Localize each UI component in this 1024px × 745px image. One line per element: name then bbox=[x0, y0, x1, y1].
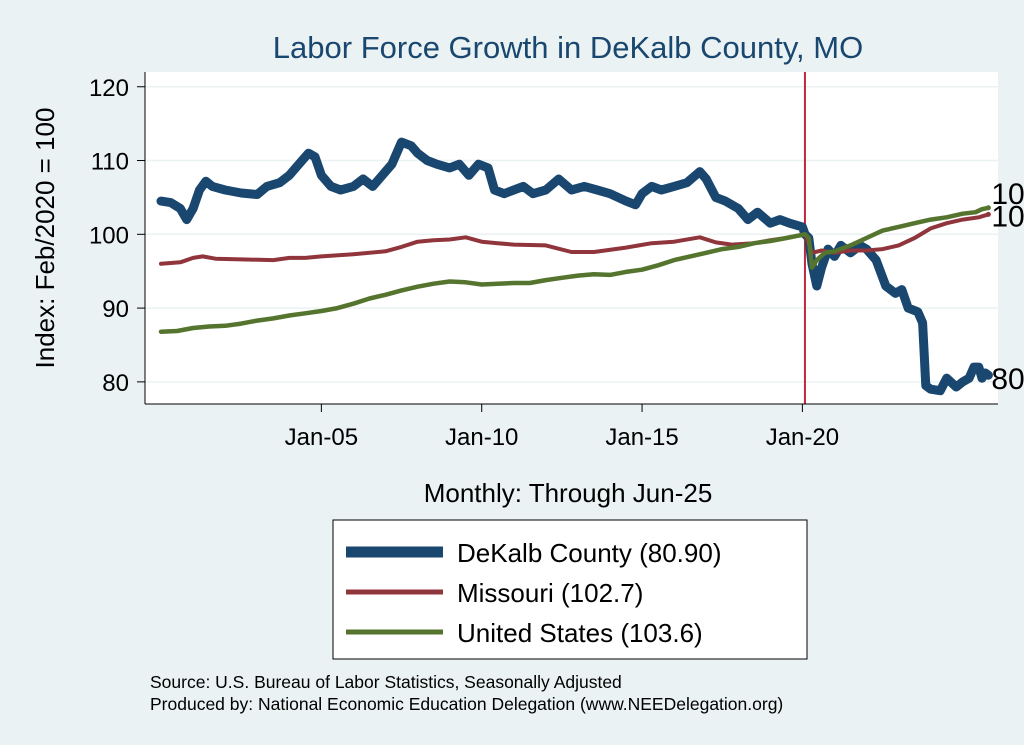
plot-area bbox=[145, 72, 998, 404]
y-tick-label-90: 90 bbox=[102, 296, 129, 323]
y-tick-label-100: 100 bbox=[89, 222, 129, 249]
source-line: Source: U.S. Bureau of Labor Statistics,… bbox=[150, 672, 622, 692]
series-lines bbox=[156, 137, 993, 396]
series-line-dekalb bbox=[156, 137, 993, 396]
gridlines bbox=[145, 86, 998, 383]
chart-title: Labor Force Growth in DeKalb County, MO bbox=[273, 30, 863, 65]
end-label-us: 103.6 bbox=[991, 178, 1024, 211]
end-label-missouri: 102.7 bbox=[991, 200, 1024, 233]
end-labels: 80.9 102.7103.6 bbox=[985, 178, 1024, 396]
legend-label-dekalb: DeKalb County (80.90) bbox=[457, 538, 721, 568]
legend-label-missouri: Missouri (102.7) bbox=[457, 578, 643, 608]
legend-label-us: United States (103.6) bbox=[457, 618, 703, 648]
y-tick-label-80: 80 bbox=[102, 370, 129, 397]
x-axis-label: Monthly: Through Jun-25 bbox=[424, 478, 713, 508]
y-tick-label-110: 110 bbox=[91, 149, 129, 176]
series-line-us bbox=[158, 205, 991, 334]
x-tick-label-Jan-20: Jan-20 bbox=[766, 424, 839, 451]
y-tick-label-120: 120 bbox=[89, 75, 129, 102]
tick-labels: 80 90 100 110 120 Jan-05 Jan-10 Jan-15 Jan-20 bbox=[89, 75, 839, 451]
x-tick-label-Jan-10: Jan-10 bbox=[445, 424, 518, 451]
series-line-missouri bbox=[159, 212, 991, 266]
x-tick-label-Jan-05: Jan-05 bbox=[285, 424, 358, 451]
end-marker-2 bbox=[985, 205, 991, 211]
end-marker-1 bbox=[985, 211, 991, 217]
y-axis-label: Index: Feb/2020 = 100 bbox=[30, 108, 60, 369]
produced-by-line: Produced by: National Economic Education… bbox=[150, 694, 783, 714]
axes bbox=[137, 72, 998, 412]
legend: DeKalb County (80.90) Missouri (102.7) U… bbox=[332, 519, 808, 660]
end-label-dekalb: 80.9 bbox=[991, 363, 1024, 396]
end-marker-0 bbox=[985, 372, 991, 378]
x-tick-label-Jan-15: Jan-15 bbox=[605, 424, 678, 451]
